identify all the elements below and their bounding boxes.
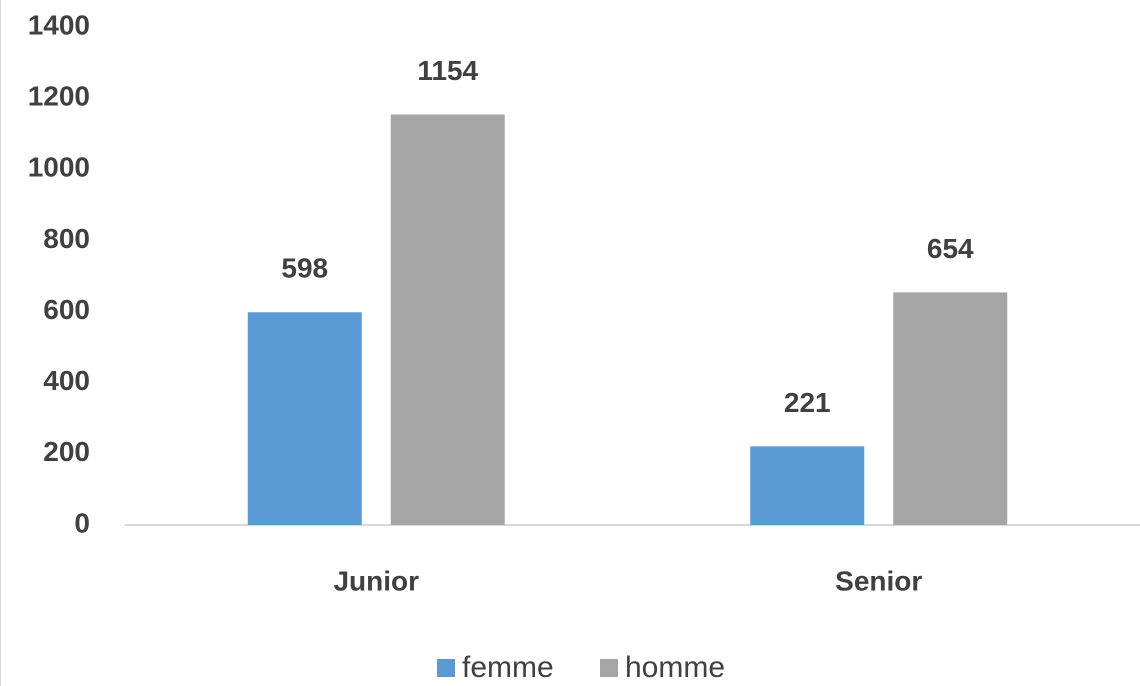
y-tick-label: 200 xyxy=(43,436,90,467)
y-tick-label: 400 xyxy=(43,365,90,396)
bar xyxy=(390,114,505,526)
data-label: 598 xyxy=(281,253,328,284)
legend-label: femme xyxy=(462,651,554,684)
bar xyxy=(247,312,362,525)
data-label: 221 xyxy=(784,387,831,418)
y-tick-label: 0 xyxy=(74,507,90,538)
legend-swatch xyxy=(437,659,455,677)
legend-label: homme xyxy=(625,651,725,684)
y-tick-label: 1000 xyxy=(28,152,90,183)
legend-swatch xyxy=(600,659,618,677)
x-tick-label: Junior xyxy=(333,565,419,596)
bar xyxy=(750,446,865,525)
data-label: 654 xyxy=(927,233,974,264)
y-tick-label: 1200 xyxy=(28,81,90,112)
x-tick-label: Senior xyxy=(835,565,922,596)
bar xyxy=(893,292,1008,525)
data-label: 1154 xyxy=(417,55,478,86)
y-tick-label: 600 xyxy=(43,294,90,325)
y-tick-label: 1400 xyxy=(28,9,90,40)
y-tick-label: 800 xyxy=(43,223,90,254)
